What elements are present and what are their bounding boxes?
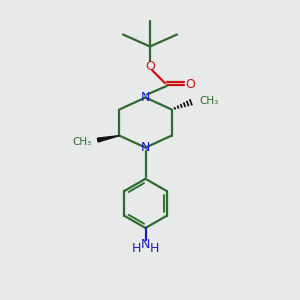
Text: H: H	[150, 242, 159, 256]
Polygon shape	[98, 136, 119, 142]
Text: H: H	[132, 242, 141, 256]
Text: O: O	[185, 78, 195, 91]
Text: O: O	[145, 60, 155, 73]
Text: N: N	[141, 238, 150, 251]
Text: CH₃: CH₃	[73, 136, 92, 147]
Text: N: N	[141, 141, 150, 154]
Text: CH₃: CH₃	[199, 95, 218, 106]
Text: N: N	[141, 91, 150, 104]
